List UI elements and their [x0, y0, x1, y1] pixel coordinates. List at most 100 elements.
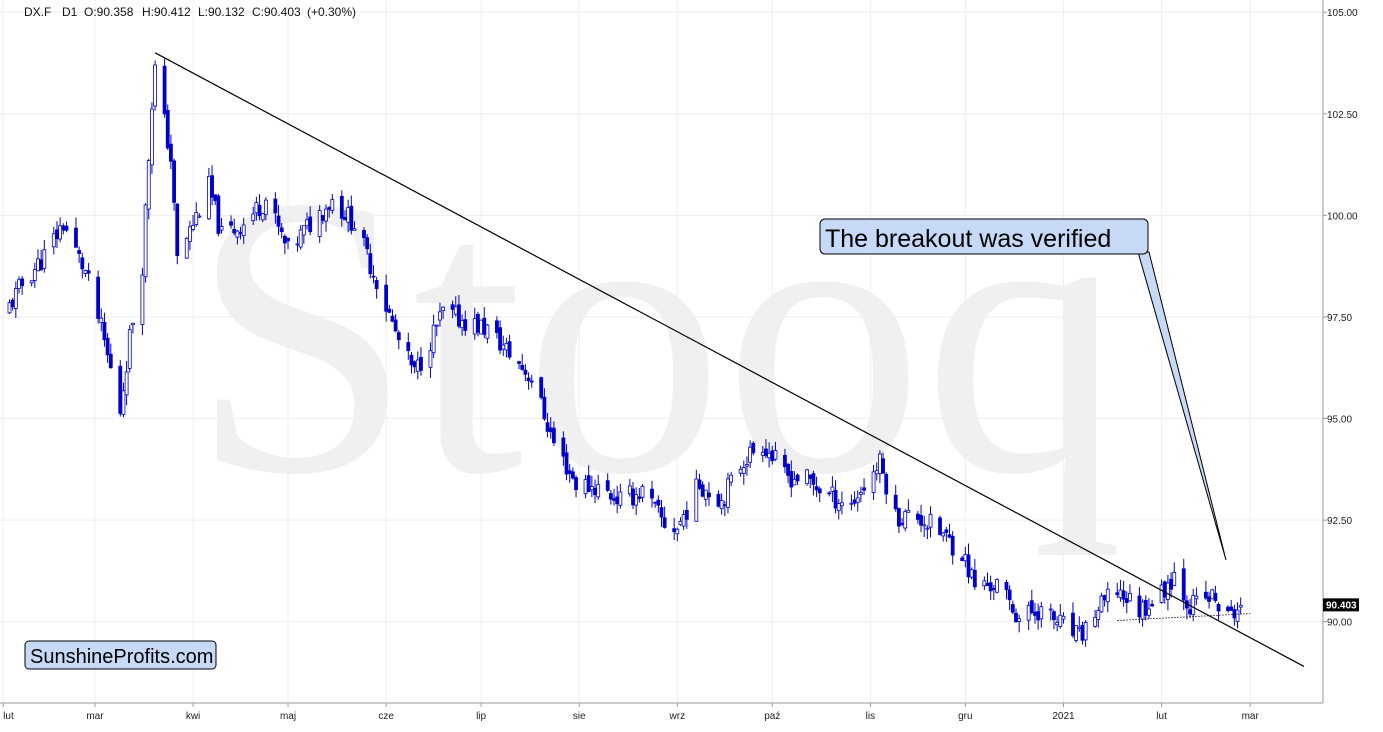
high-value: H:90.412	[142, 5, 191, 19]
candle	[786, 463, 791, 484]
candle	[463, 310, 468, 336]
candle	[1080, 621, 1085, 645]
candle	[150, 102, 154, 174]
candle-body	[545, 422, 550, 432]
candle	[61, 223, 66, 235]
last-price-tag: 90.403	[1323, 598, 1359, 612]
open-value: O:90.358	[84, 5, 134, 19]
candle-body	[324, 208, 328, 222]
candle-body	[551, 427, 556, 444]
candle-body	[61, 225, 66, 231]
candle	[1093, 609, 1098, 628]
candle-body	[419, 356, 423, 371]
candle	[219, 217, 224, 234]
candle	[1004, 579, 1009, 600]
candle-body	[726, 478, 730, 508]
candle-body	[238, 232, 243, 235]
candle-body	[1213, 592, 1218, 601]
candle-body	[1229, 606, 1234, 611]
candle-body	[656, 499, 661, 506]
candle-body	[131, 322, 135, 326]
candle-body	[368, 253, 373, 275]
candle-body	[1118, 589, 1123, 599]
candle-body	[1096, 610, 1101, 620]
candle	[751, 441, 756, 456]
callout-box	[819, 218, 1149, 255]
candle-body	[64, 225, 69, 231]
candle-body	[586, 475, 591, 493]
candle-body	[390, 315, 395, 322]
candle	[197, 213, 202, 219]
candle-body	[460, 320, 465, 329]
candle	[941, 531, 946, 542]
candle-body	[1093, 616, 1098, 627]
candle-body	[1143, 599, 1148, 616]
candle-body	[650, 488, 654, 499]
candle-body	[1172, 572, 1177, 586]
candle-body	[672, 528, 677, 532]
x-axis: lut mar kwi maj cze lip sie wrz paź lis gru 2021 lut…	[2, 703, 1259, 722]
candle	[836, 498, 841, 520]
candle	[55, 221, 59, 249]
interval-label: D1	[62, 5, 78, 19]
candle	[384, 274, 389, 322]
candle-body	[10, 299, 15, 308]
candle	[108, 343, 113, 369]
candle	[1207, 591, 1211, 609]
candle-body	[216, 195, 221, 234]
candle	[77, 246, 82, 263]
candle-body	[206, 176, 211, 220]
candle-body	[143, 204, 148, 278]
candle-body	[365, 237, 370, 250]
candle	[241, 217, 246, 244]
candle	[1058, 604, 1063, 629]
x-tick-label: lis	[866, 711, 875, 722]
candle	[1121, 580, 1126, 607]
candle	[681, 509, 686, 531]
candle	[659, 499, 664, 527]
candle-body	[995, 579, 999, 593]
candle-body	[1026, 605, 1031, 621]
candle	[1014, 608, 1018, 623]
candle-body	[808, 474, 813, 479]
candle-body	[729, 474, 734, 483]
candle-body	[773, 450, 778, 460]
candle-body	[567, 470, 572, 474]
candle-body	[251, 213, 256, 221]
y-tick-label: 105.00	[1327, 8, 1358, 19]
candle	[118, 360, 123, 417]
candle	[1137, 587, 1142, 624]
candle-body	[476, 313, 480, 333]
candle-body	[896, 508, 901, 527]
candle-body	[1235, 609, 1240, 622]
candle-body	[39, 259, 44, 271]
candle	[479, 319, 483, 335]
candle	[406, 332, 411, 360]
candle-body	[384, 284, 389, 312]
candle	[517, 360, 521, 370]
candle-body	[1080, 625, 1085, 641]
candle-body	[741, 467, 746, 474]
candle	[276, 205, 281, 236]
candle	[194, 202, 199, 227]
brand-badge[interactable]: SunshineProfits.com	[24, 640, 217, 670]
candle	[191, 214, 195, 232]
candle	[1169, 572, 1173, 598]
candle-body	[805, 469, 809, 485]
candle	[368, 243, 373, 279]
candle-body	[1058, 614, 1063, 627]
candle-body	[1033, 611, 1037, 616]
candle-body	[235, 230, 240, 238]
candle	[830, 476, 835, 503]
candle	[640, 483, 645, 503]
candle	[988, 575, 993, 600]
candle	[1115, 582, 1120, 599]
candle	[1232, 604, 1237, 626]
candle-body	[55, 229, 59, 240]
ohlc-header: DX.F D1 O:90.358 H:90.412 L:90.132 C:90.…	[24, 5, 356, 19]
candle	[586, 465, 591, 493]
candle-body	[260, 213, 265, 221]
candle	[29, 280, 34, 287]
candle-body	[1232, 609, 1237, 619]
candle	[871, 464, 876, 500]
